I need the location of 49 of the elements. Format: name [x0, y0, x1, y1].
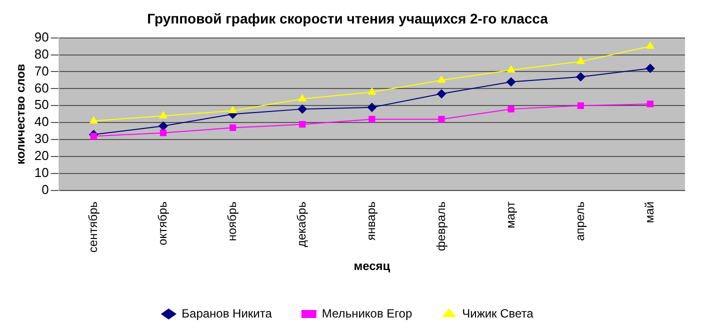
x-tick-label: сентябрь: [86, 202, 100, 253]
chart-title: Групповой график скорости чтения учащихся 2-го класса: [147, 10, 548, 26]
point: [508, 106, 514, 112]
y-tick-label: 90: [34, 29, 49, 44]
y-tick-label: 70: [34, 63, 49, 78]
point: [368, 88, 376, 95]
y-tick-label: 30: [34, 131, 49, 146]
x-tick-label: ноябрь: [225, 202, 240, 242]
y-tick-label: 80: [34, 46, 49, 62]
point: [229, 124, 236, 132]
x-tick-label: декабрь: [294, 202, 309, 248]
point: [368, 116, 376, 123]
x-tick-label: май: [642, 202, 657, 224]
point: [160, 129, 167, 136]
point: [577, 102, 584, 109]
point: [646, 64, 655, 73]
point: [159, 111, 168, 118]
point: [367, 102, 376, 112]
point: [438, 76, 446, 83]
y-tick-label: 60: [34, 80, 49, 96]
point: [506, 77, 516, 86]
point: [576, 72, 586, 82]
y-tick-label: 40: [34, 114, 49, 130]
point: [90, 132, 97, 140]
point: [298, 104, 307, 114]
point: [90, 116, 98, 124]
y-tick-label: 50: [34, 97, 49, 112]
x-tick-label: март: [503, 201, 518, 228]
legend-label: Мельников Егор: [322, 306, 412, 320]
point: [228, 106, 237, 114]
y-tick-label: 20: [34, 148, 49, 164]
point: [299, 121, 306, 128]
x-tick-label: январь: [364, 202, 378, 240]
x-tick-label: октябрь: [156, 202, 170, 246]
x-tick-label: апрель: [572, 202, 587, 241]
y-axis-title: количество слов: [14, 64, 28, 164]
point: [507, 66, 516, 73]
y-tick-label: 0: [42, 182, 49, 198]
point: [437, 89, 446, 98]
point: [438, 116, 445, 123]
point: [298, 94, 306, 102]
point: [576, 57, 585, 64]
point: [646, 42, 654, 49]
legend-label: Чижик Света: [462, 306, 534, 320]
x-axis-title: месяц: [354, 259, 391, 274]
x-tick-label: февраль: [434, 202, 448, 252]
legend-label: Баранов Никита: [182, 306, 272, 320]
y-tick-label: 10: [34, 165, 49, 180]
point: [646, 100, 654, 108]
